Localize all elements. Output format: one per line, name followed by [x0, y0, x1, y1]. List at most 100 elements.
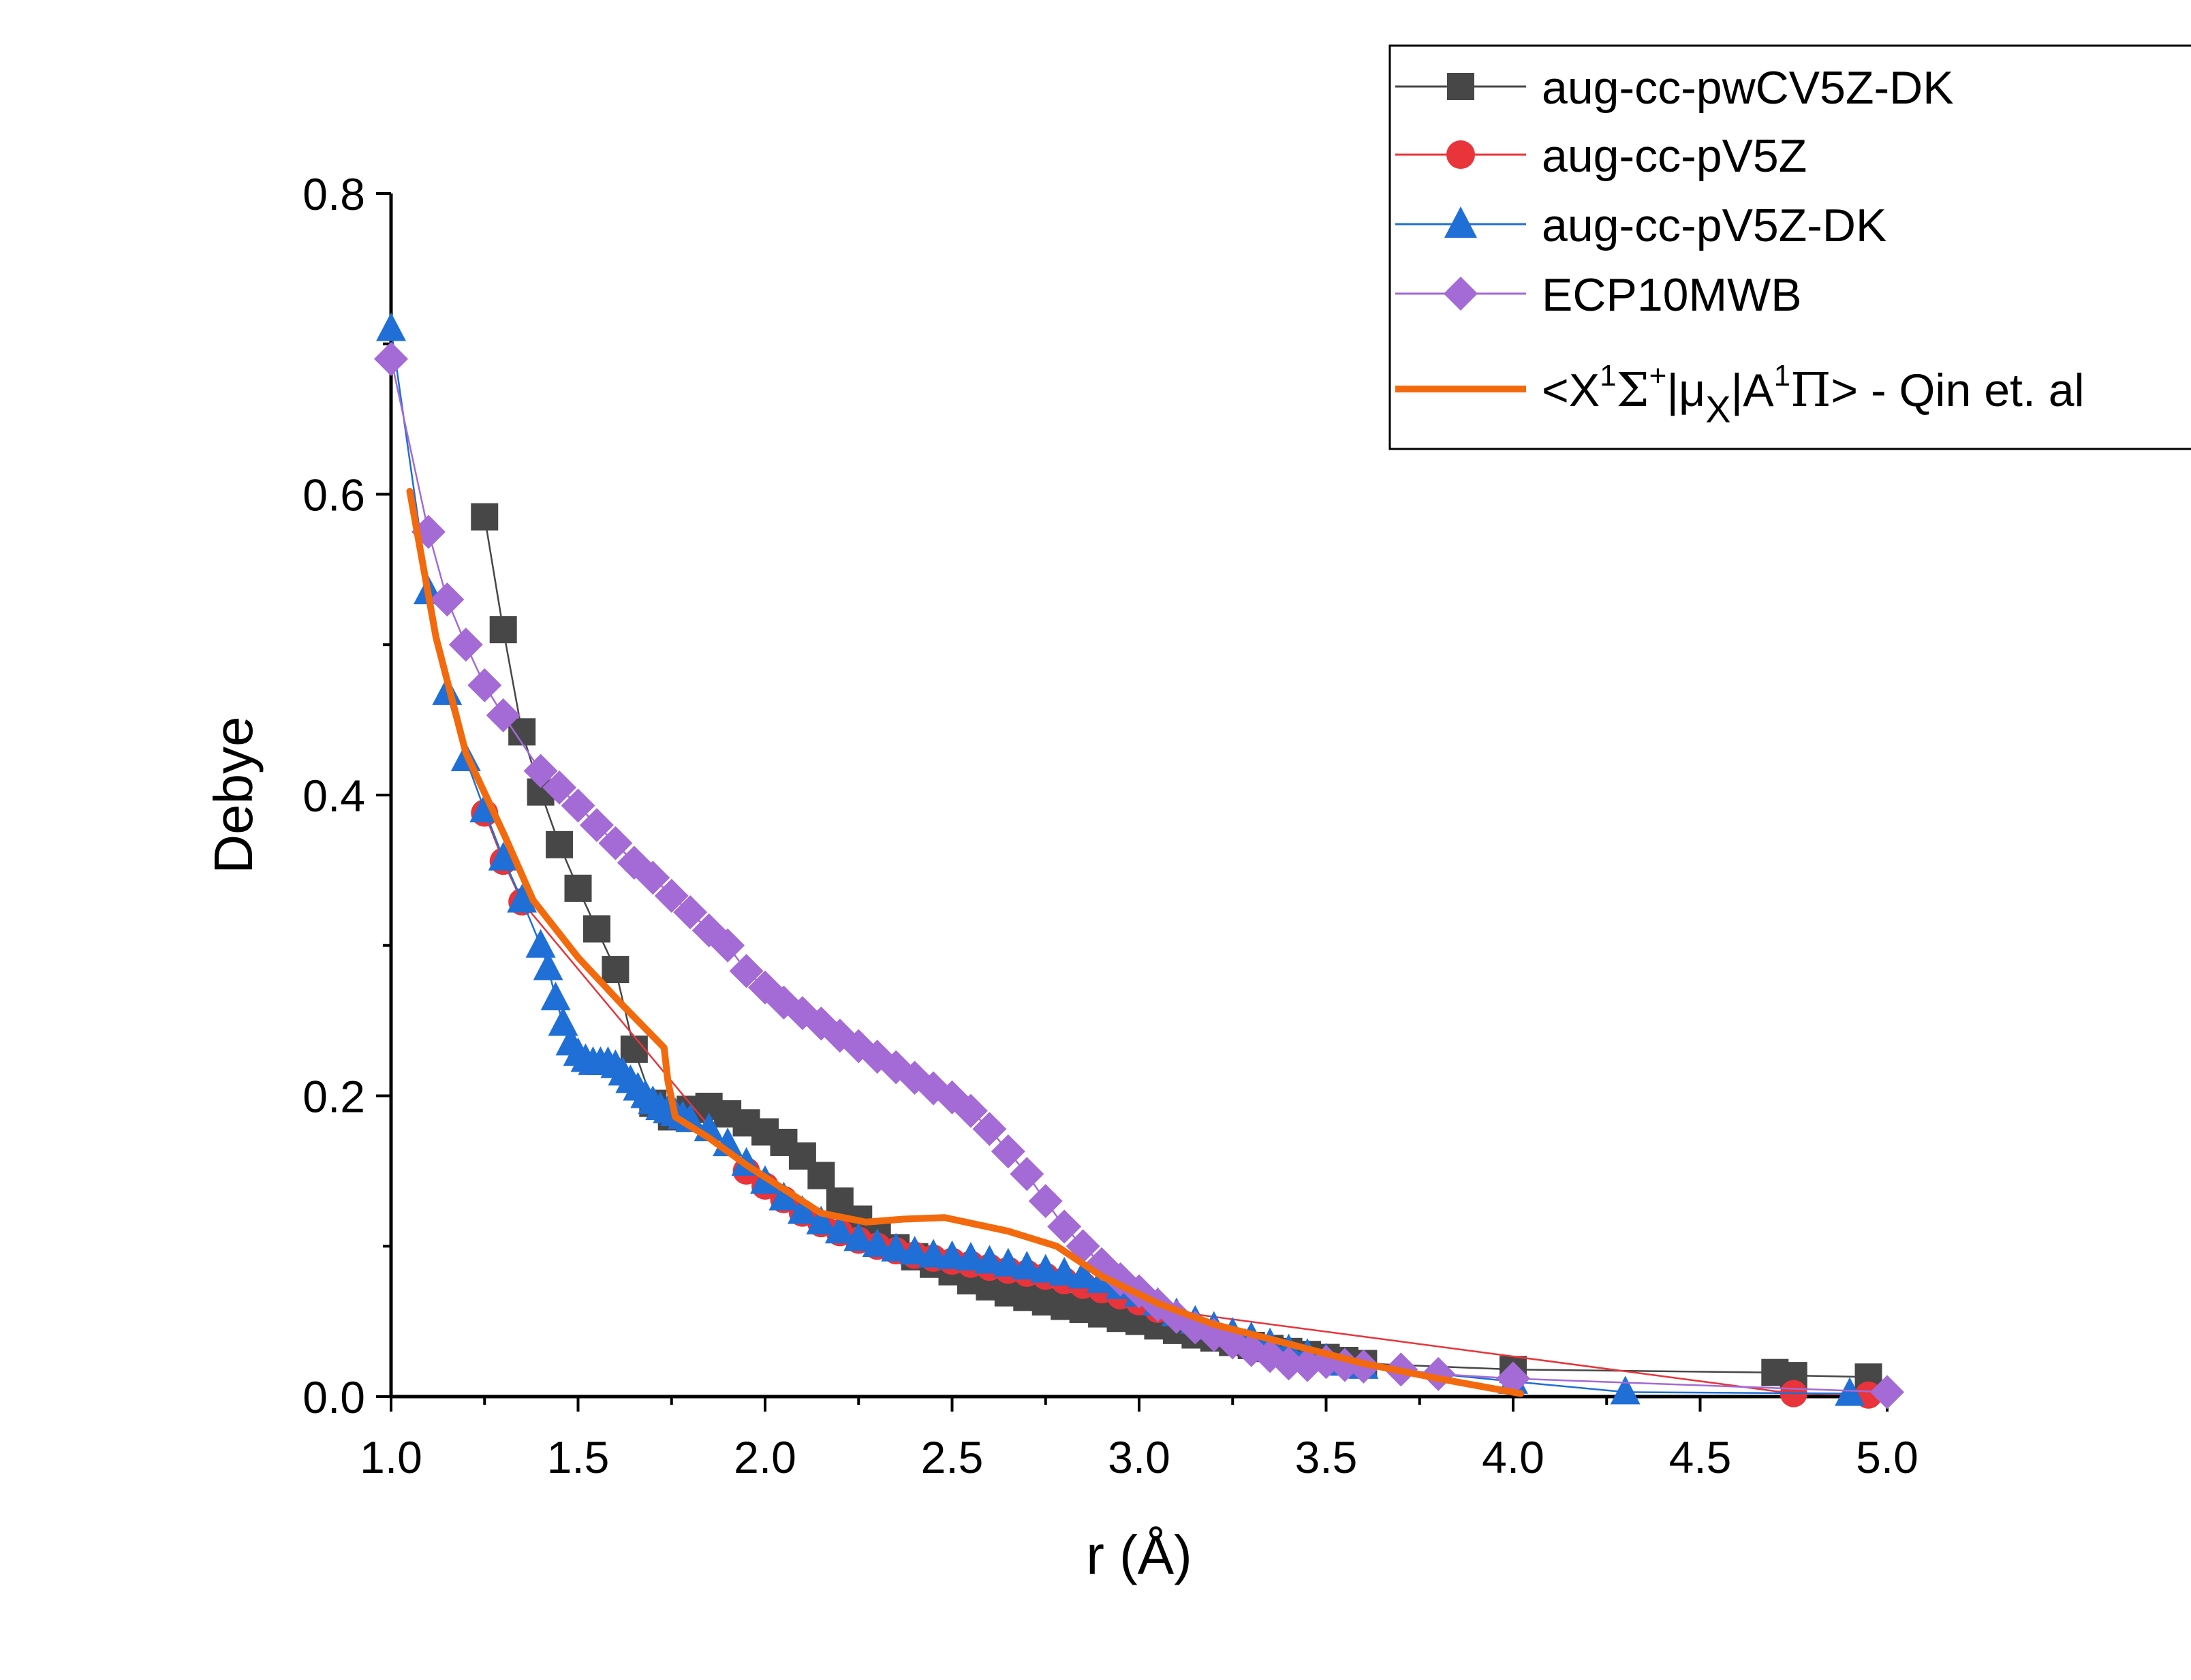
x-tick-label: 3.5: [1295, 1432, 1358, 1482]
x-tick-label: 3.0: [1108, 1432, 1170, 1482]
data-point: [1496, 1361, 1530, 1396]
data-point: [806, 1205, 837, 1234]
data-point: [974, 1245, 1005, 1274]
y-tick-label: 0.6: [302, 470, 365, 520]
data-point: [787, 1195, 818, 1224]
data-point: [598, 826, 633, 860]
data-point: [843, 1222, 874, 1251]
data-point: [955, 1241, 986, 1271]
y-ticks: 0.0 0.2 0.4 0.6 0.8: [302, 169, 391, 1422]
data-point: [1010, 1157, 1044, 1192]
data-point: [486, 698, 520, 733]
data-point: [937, 1240, 967, 1269]
data-point: [918, 1239, 949, 1268]
data-point: [711, 928, 745, 963]
legend-label-qin: <X1Σ+|μX|A1Π> - Qin et. al: [1542, 359, 2085, 431]
legend-item-qin: <X1Σ+|μX|A1Π> - Qin et. al: [1395, 359, 2085, 431]
y-tick-label: 0.2: [302, 1072, 365, 1122]
data-point: [467, 668, 502, 702]
data-point: [525, 929, 556, 958]
legend-label: aug-cc-pV5Z-DK: [1542, 200, 1886, 251]
legend-label: aug-cc-pwCV5Z-DK: [1542, 62, 1954, 114]
data-point: [523, 753, 558, 788]
x-tick-label: 4.0: [1482, 1432, 1544, 1482]
legend-circle-marker: [1446, 140, 1475, 169]
legend-triangle-marker: [1444, 206, 1477, 238]
x-tick-label: 1.5: [547, 1432, 610, 1482]
data-point: [579, 808, 614, 843]
legend-label: aug-cc-pV5Z: [1542, 130, 1807, 182]
data-point: [1068, 1260, 1098, 1289]
data-point: [1049, 1256, 1080, 1286]
data-point: [953, 1093, 988, 1128]
series-line: [406, 488, 1524, 1397]
x-tick-label: 2.5: [921, 1432, 984, 1482]
data-point: [546, 830, 574, 858]
data-point: [654, 878, 689, 913]
data-point: [542, 770, 577, 805]
data-point: [991, 1134, 1025, 1169]
legend-qin-pre: <X: [1542, 364, 1600, 416]
data-point: [972, 1112, 1007, 1147]
y-tick-label: 0.8: [302, 169, 365, 219]
legend-qin-mid: |μ: [1666, 364, 1705, 416]
legend-diamond-marker: [1444, 277, 1478, 311]
data-point: [488, 841, 518, 871]
data-point: [824, 1215, 855, 1244]
data-point: [540, 982, 571, 1011]
legend-item-pwcv5z-dk: aug-cc-pwCV5Z-DK: [1395, 62, 1954, 114]
y-tick-label: 0.0: [302, 1372, 365, 1422]
data-point: [374, 341, 408, 376]
data-point: [376, 312, 406, 341]
data-point: [564, 874, 592, 902]
data-point: [899, 1236, 930, 1265]
data-point: [533, 951, 563, 980]
legend-box: [1388, 44, 2191, 450]
data-point: [602, 956, 630, 984]
data-point: [507, 884, 538, 913]
data-point: [729, 954, 764, 989]
plot-area: [374, 312, 1904, 1410]
legend-item-pv5z: aug-cc-pV5Z: [1395, 130, 1807, 182]
data-point: [489, 616, 517, 644]
data-point: [1047, 1209, 1082, 1244]
data-point: [430, 582, 465, 617]
data-point: [448, 627, 483, 662]
legend-qin-sigma: Σ: [1617, 364, 1649, 418]
legend-qin-post: > - Qin et. al: [1831, 364, 2084, 416]
legend-qin-mid2: |A: [1731, 364, 1775, 416]
x-ticks: 1.0 1.5 2.0 2.5 3.0 3.5 4.0 4.5 5.0: [360, 1397, 1918, 1482]
data-point: [508, 718, 536, 746]
x-tick-label: 2.0: [734, 1432, 796, 1482]
data-point: [1271, 1346, 1306, 1381]
data-point: [807, 1162, 835, 1189]
x-axis-title: r (Å): [1086, 1525, 1192, 1585]
data-point: [1012, 1251, 1042, 1280]
data-point: [673, 895, 708, 930]
legend-qin-pi: Π: [1790, 364, 1831, 418]
legend-item-pv5z-dk: aug-cc-pV5Z-DK: [1395, 200, 1886, 251]
legend-qin-sup3: 1: [1774, 359, 1790, 392]
data-point: [993, 1247, 1023, 1277]
data-point: [620, 1036, 648, 1063]
data-point: [1030, 1254, 1061, 1283]
data-point: [881, 1232, 912, 1262]
x-tick-label: 4.5: [1669, 1432, 1732, 1482]
axes: 1.0 1.5 2.0 2.5 3.0 3.5 4.0 4.5 5.0 0.0 0.2 0.4 0.6…: [302, 169, 1918, 1482]
legend-qin-sup1: 1: [1600, 359, 1616, 392]
legend-item-ecp10mwb: ECP10MWB: [1395, 269, 1802, 321]
x-tick-label: 1.0: [360, 1432, 422, 1482]
data-point: [1610, 1375, 1641, 1405]
data-point: [768, 1181, 799, 1211]
data-point: [1870, 1375, 1904, 1410]
data-point: [471, 503, 499, 531]
data-point: [582, 915, 610, 943]
y-tick-label: 0.4: [302, 771, 365, 821]
legend: aug-cc-pwCV5Z-DK aug-cc-pV5Z aug-cc-pV5Z…: [1388, 44, 2191, 450]
legend-qin-sup2: +: [1649, 359, 1667, 392]
data-point: [862, 1228, 892, 1258]
data-point: [1028, 1184, 1063, 1219]
data-point: [561, 788, 595, 823]
